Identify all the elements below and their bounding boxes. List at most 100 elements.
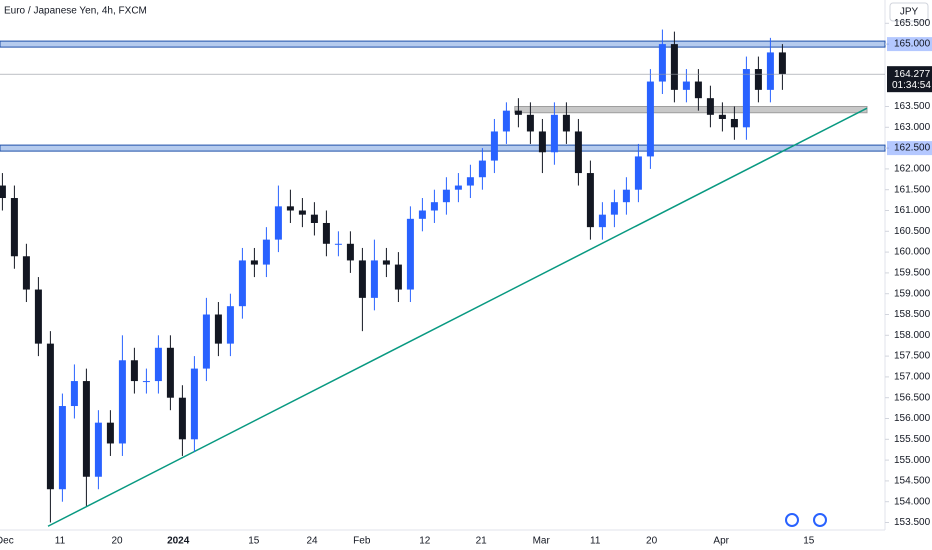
x-tick-label: 15 xyxy=(248,536,260,547)
candle-body xyxy=(250,260,258,265)
y-tick-label: 153.500 xyxy=(894,517,931,528)
x-tick-label: 11 xyxy=(55,536,66,547)
candle-body xyxy=(22,256,30,290)
y-tick-label: 158.000 xyxy=(894,330,931,341)
candle-body xyxy=(166,347,174,398)
candle-body xyxy=(202,314,210,369)
x-tick-label: 11 xyxy=(590,536,601,547)
candle-body xyxy=(82,381,90,477)
x-tick-label: 15 xyxy=(803,536,815,547)
level-band xyxy=(0,144,886,152)
x-tick-label: 21 xyxy=(476,536,488,547)
candle-body xyxy=(430,202,438,211)
y-tick-label: 163.500 xyxy=(894,101,931,112)
y-tick-label: 158.500 xyxy=(894,309,931,320)
event-icon[interactable] xyxy=(813,513,827,527)
x-tick-label: 20 xyxy=(646,536,658,547)
candle-body xyxy=(262,239,270,265)
last-price-bg xyxy=(887,66,932,93)
y-tick-label: 159.000 xyxy=(894,288,931,299)
candle-body xyxy=(58,406,66,490)
y-tick-label: 155.500 xyxy=(894,434,931,445)
candle-body xyxy=(526,114,534,132)
y-tick-label: 162.000 xyxy=(894,164,931,175)
level-label-bg xyxy=(887,37,932,52)
candle-body xyxy=(466,177,474,186)
candle-body xyxy=(154,347,162,382)
candle-body xyxy=(358,260,366,298)
candle-body xyxy=(418,210,426,219)
y-tick-label: 155.000 xyxy=(894,455,931,466)
level-label-bg xyxy=(887,141,932,156)
candle-body xyxy=(70,381,78,407)
candle-body xyxy=(226,306,234,344)
candle-body xyxy=(10,198,18,257)
y-tick-label: 165.500 xyxy=(894,18,931,29)
y-tick-label: 165.000 xyxy=(894,39,931,50)
candle-body xyxy=(190,368,198,440)
y-tick-label: 160.000 xyxy=(894,247,931,258)
y-tick-label: 157.000 xyxy=(894,372,931,383)
candle-body xyxy=(766,52,774,90)
candle-body xyxy=(334,243,342,245)
countdown: 01:34:54 xyxy=(892,80,931,91)
y-tick-label: 162.500 xyxy=(894,143,931,154)
y-tick-label: 163.000 xyxy=(894,122,931,133)
y-tick-label: 161.000 xyxy=(894,205,931,216)
x-tick-label: Feb xyxy=(353,536,371,547)
trendline xyxy=(47,107,868,527)
candle-body xyxy=(322,222,330,244)
x-tick-label: Apr xyxy=(713,536,729,547)
candle-body xyxy=(610,202,618,215)
x-tick-label: Mar xyxy=(533,536,551,547)
candle-body xyxy=(310,214,318,223)
event-icons[interactable] xyxy=(785,513,827,527)
candle-body xyxy=(598,214,606,228)
candle-body xyxy=(490,131,498,161)
candle-body xyxy=(118,360,126,444)
candle-body xyxy=(442,189,450,203)
event-icon[interactable] xyxy=(785,513,799,527)
candle-body xyxy=(550,114,558,153)
candle-body xyxy=(514,110,522,115)
candle-body xyxy=(34,289,42,344)
candle-body xyxy=(238,260,246,307)
currency-box[interactable] xyxy=(889,2,929,22)
candle-body xyxy=(46,343,54,490)
currency[interactable]: JPY xyxy=(900,7,919,18)
candle-body xyxy=(538,131,546,153)
candle-body xyxy=(454,185,462,190)
candle-body xyxy=(694,81,702,99)
candle-body xyxy=(730,118,738,128)
candle-body xyxy=(286,206,294,211)
candle-body xyxy=(394,264,402,290)
candle-body xyxy=(754,69,762,90)
y-tick-label: 156.500 xyxy=(894,392,931,403)
candle-body xyxy=(370,260,378,298)
y-tick-label: 161.500 xyxy=(894,184,931,195)
candle-body xyxy=(682,81,690,90)
y-tick-label: 154.500 xyxy=(894,476,931,487)
candle-body xyxy=(586,173,594,228)
x-tick-label: 2024 xyxy=(167,536,190,547)
candle-body xyxy=(634,156,642,190)
x-tick-label: 24 xyxy=(306,536,318,547)
plot xyxy=(0,29,886,527)
candle-body xyxy=(178,397,186,440)
y-tick-label: 157.500 xyxy=(894,351,931,362)
y-tick-label: 159.500 xyxy=(894,268,931,279)
y-tick-label: 154.000 xyxy=(894,496,931,507)
candle-body xyxy=(346,243,354,261)
candle-body xyxy=(406,218,414,290)
candle-body xyxy=(130,360,138,382)
x-tick-label: Dec xyxy=(0,536,14,547)
x-tick-label: 20 xyxy=(111,536,123,547)
last-price-label: 164.277 xyxy=(894,69,931,80)
candle-body xyxy=(106,422,114,444)
candle-body xyxy=(382,260,390,265)
zone xyxy=(514,105,868,114)
candle-body xyxy=(658,44,666,82)
candle-body xyxy=(0,185,6,199)
candle-body xyxy=(670,44,678,90)
candle-body xyxy=(718,114,726,119)
